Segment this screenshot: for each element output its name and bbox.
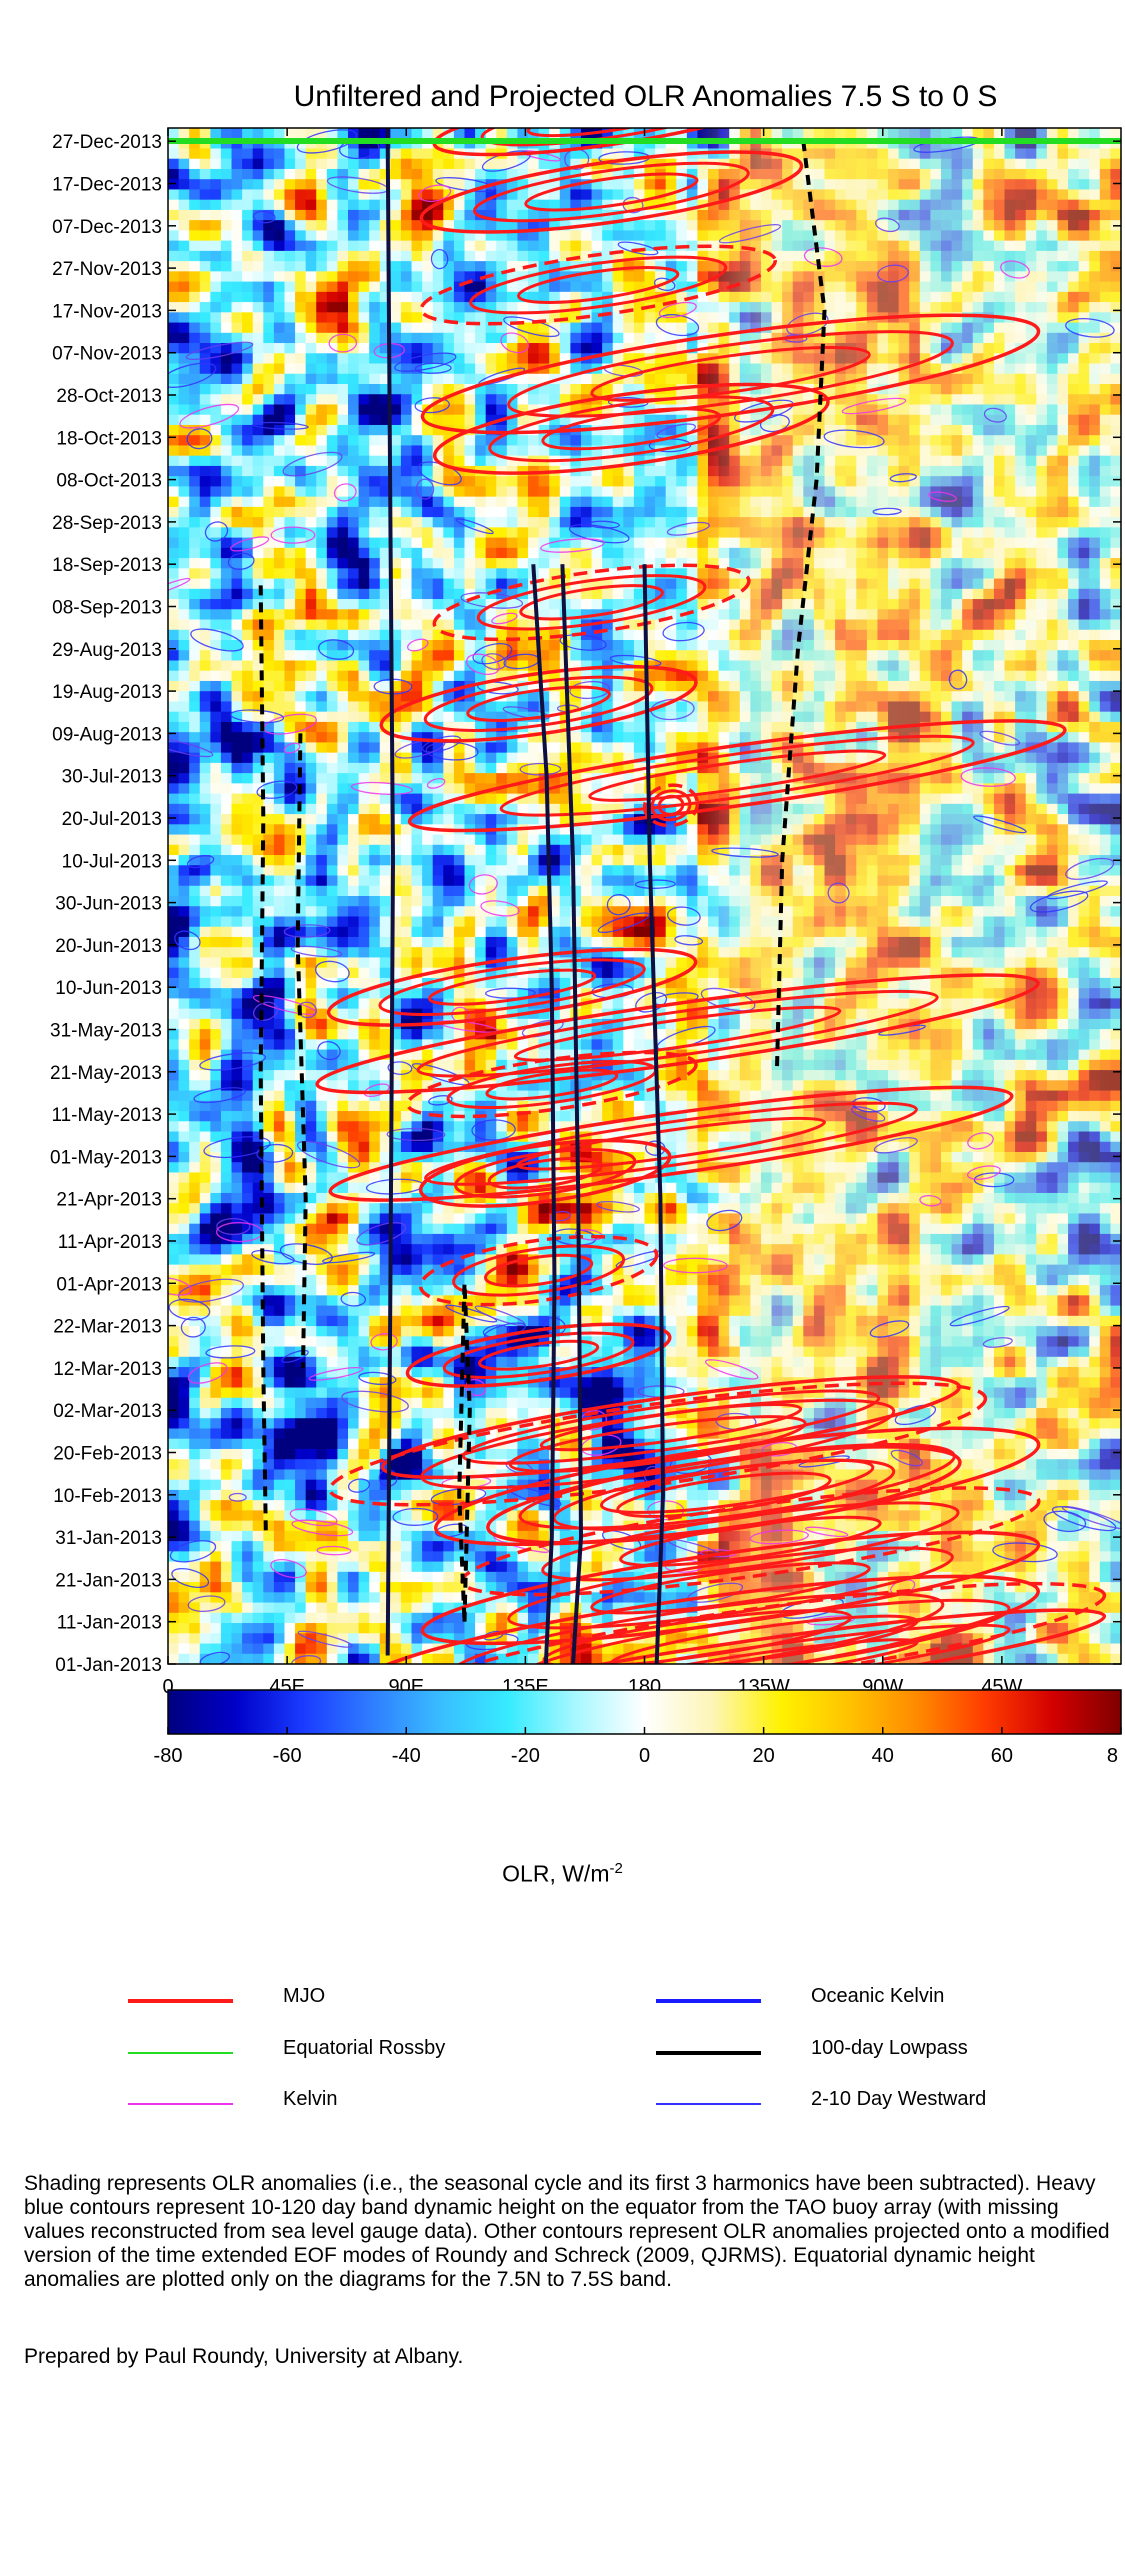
chart-title: Unfiltered and Projected OLR Anomalies 7… bbox=[293, 80, 998, 113]
hovmoller-chart: 27-Dec-201317-Dec-201307-Dec-201327-Nov-… bbox=[50, 127, 1122, 1767]
plot-area bbox=[168, 128, 1121, 1664]
